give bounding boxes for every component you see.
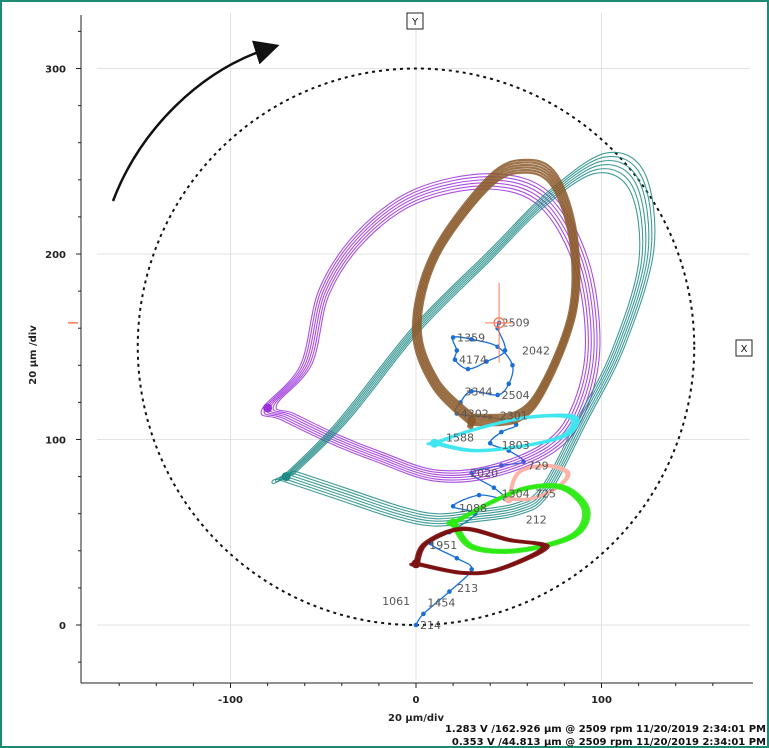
series-point: [430, 438, 440, 448]
series-line: [271, 151, 656, 527]
rpm-label: 213: [457, 582, 478, 595]
rpm-label: 214: [420, 619, 441, 632]
series-point: [491, 485, 497, 491]
series-line: [409, 526, 550, 576]
rpm-label: 729: [528, 459, 549, 472]
x-tick-label: 100: [591, 695, 612, 706]
series-line: [263, 176, 598, 481]
probe-x-label[interactable]: X: [735, 339, 753, 357]
probe-y-text: Y: [411, 17, 419, 28]
series-point: [452, 357, 458, 363]
series-point: [447, 589, 452, 594]
series-point: [502, 348, 508, 353]
series-1: [260, 173, 601, 483]
series-line: [278, 160, 650, 522]
rpm-label: 1304: [502, 487, 530, 500]
series-line: [275, 155, 653, 525]
x-tick-label: -100: [218, 695, 243, 706]
rotation-arrow: [111, 40, 280, 202]
series-point: [454, 348, 460, 353]
series-line: [419, 171, 574, 419]
rpm-label: 4302: [461, 408, 489, 421]
orbit-series: [260, 151, 656, 628]
series-line: [411, 158, 581, 430]
grid-lines: [97, 12, 750, 681]
series-7: [409, 526, 550, 576]
series-line: [269, 182, 592, 476]
series-point: [495, 392, 500, 398]
rpm-label: 2504: [502, 389, 530, 402]
series-line: [275, 188, 586, 472]
series-point: [487, 440, 493, 446]
series-5: [504, 463, 571, 504]
series-line: [272, 185, 589, 474]
series-2: [271, 151, 656, 527]
series-point: [413, 622, 419, 628]
series-3: [411, 158, 581, 430]
probe-y-label[interactable]: Y: [406, 12, 424, 30]
series-6: [446, 483, 591, 554]
series-point: [454, 555, 460, 561]
series-line: [282, 164, 647, 520]
y-tick-label: 100: [45, 436, 66, 447]
rpm-label: 2042: [522, 344, 550, 357]
rpm-label: 1588: [446, 432, 474, 445]
status-readout-1: 1.283 V /162.926 µm @ 2509 rpm 11/20/201…: [445, 724, 766, 735]
rpm-label: 2020: [470, 467, 498, 480]
series-point: [469, 388, 474, 394]
axes: -100 0 100 0 100 200 300: [45, 15, 753, 706]
series-point: [469, 567, 474, 572]
series-point: [281, 472, 291, 482]
rpm-label: 3344: [465, 385, 493, 398]
series-line: [266, 179, 595, 479]
series-point: [448, 518, 458, 528]
series-line: [416, 166, 577, 423]
series-line: [289, 172, 641, 515]
series-point: [506, 381, 512, 387]
series-point: [469, 337, 474, 342]
rpm-label: 1061: [382, 595, 410, 608]
series-point: [510, 363, 515, 368]
series-line: [446, 483, 591, 554]
series-point: [263, 403, 273, 413]
y-axis-title: 20 µm /div: [28, 325, 39, 385]
series-point: [421, 611, 426, 617]
probe-x-text: X: [741, 344, 748, 355]
status-readout-2: 0.353 V /44.813 µm @ 2509 rpm 11/20/2019…: [452, 737, 766, 748]
rpm-label: 1803: [502, 439, 530, 452]
cursor-marker: [68, 282, 514, 363]
y-tick-label: 0: [59, 621, 66, 632]
rpm-label: 2301: [500, 409, 528, 422]
rpm-label: 212: [526, 513, 547, 526]
rpm-label: 1951: [429, 539, 457, 552]
series-point: [467, 416, 477, 426]
series-point: [484, 359, 489, 364]
series-point: [499, 429, 504, 435]
rpm-label: 4174: [459, 354, 487, 367]
series-point: [450, 503, 456, 509]
x-axis-title: 20 µm/div: [388, 713, 444, 724]
x-tick-label: 0: [413, 695, 420, 706]
series-line: [426, 413, 580, 453]
y-tick-label: 200: [45, 250, 66, 261]
y-tick-label: 300: [45, 65, 66, 76]
series-point: [465, 366, 471, 372]
rpm-label: 725: [535, 487, 556, 500]
series-4: [426, 413, 580, 453]
series-point: [450, 335, 456, 340]
series-line: [285, 168, 644, 517]
series-point: [476, 492, 482, 498]
rpm-label: 1088: [459, 502, 487, 515]
rpm-label: 1359: [457, 331, 485, 344]
rpm-label: 2509: [502, 317, 530, 330]
rpm-label: 1454: [427, 597, 455, 610]
cursor-ring: [493, 317, 505, 329]
series-line: [260, 173, 601, 483]
series-point: [411, 559, 421, 569]
series-line: [417, 168, 575, 421]
